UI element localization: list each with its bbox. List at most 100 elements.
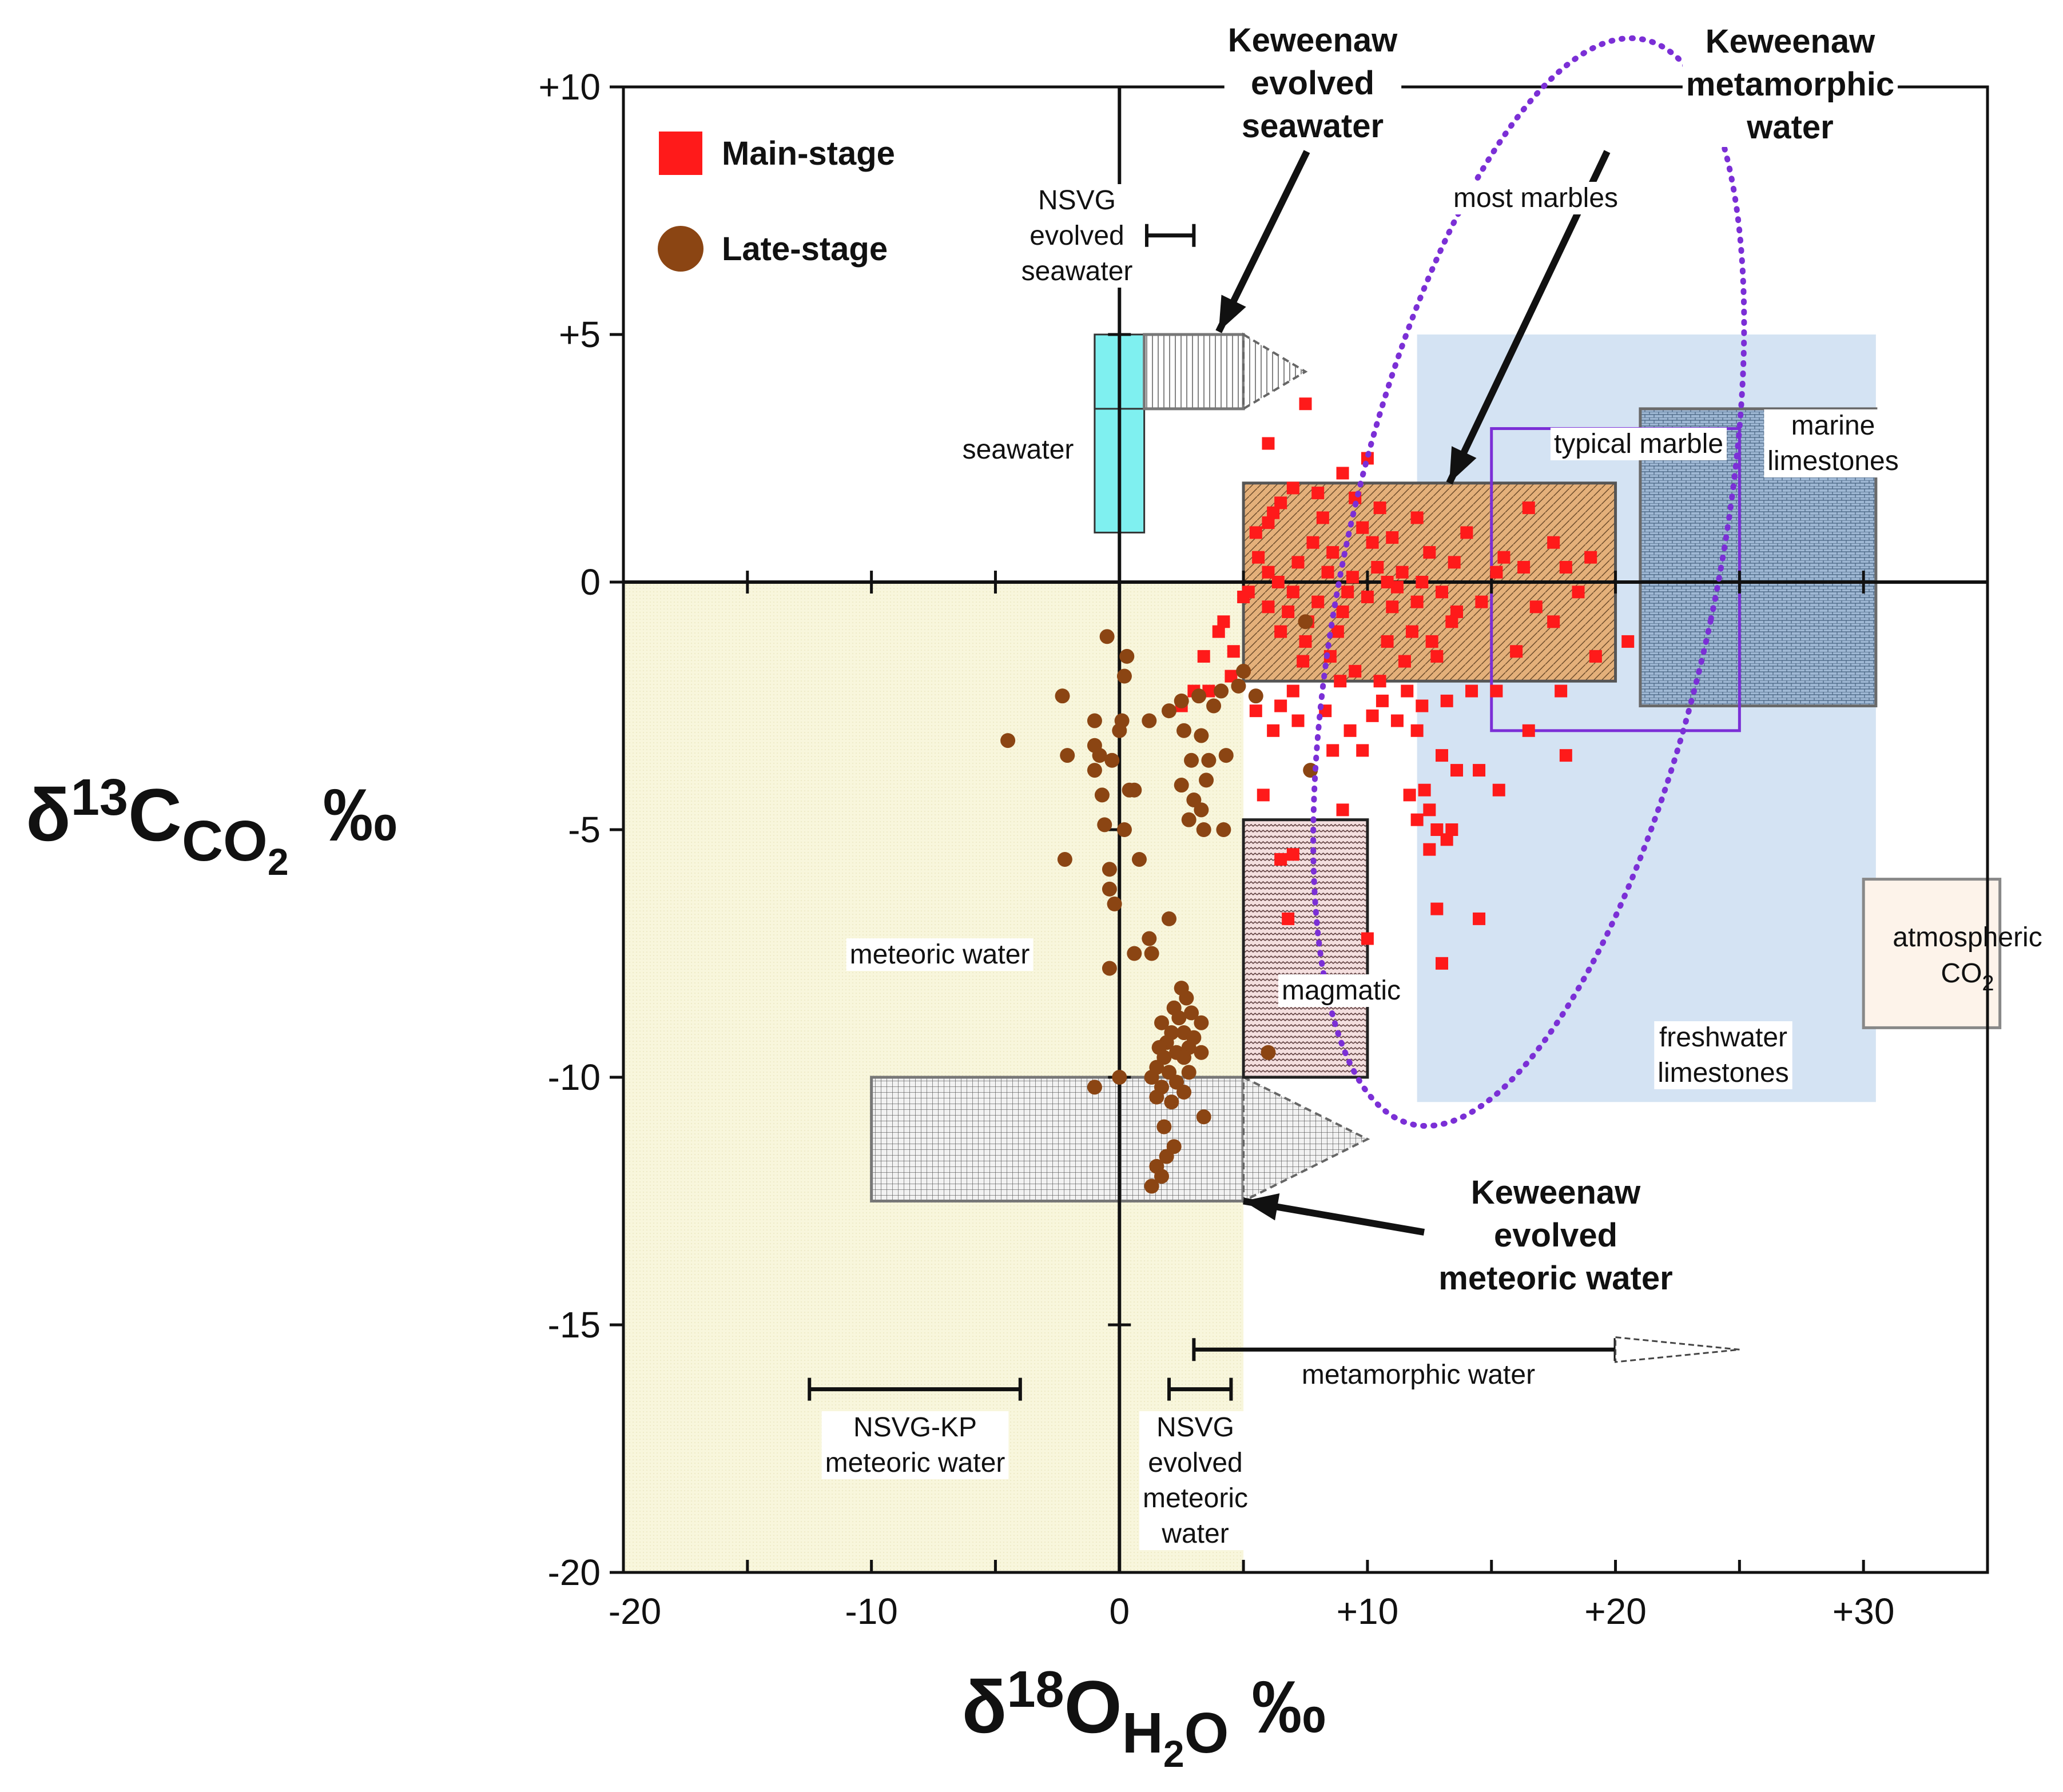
main-stage-point: [1517, 561, 1531, 574]
main-stage-point: [1267, 506, 1280, 519]
label-nsvg-evolved-meteoric-line: meteoric: [1143, 1483, 1248, 1514]
label-nsvg-evolved-seawater-line: NSVG: [1038, 185, 1116, 216]
main-stage-point: [1282, 605, 1295, 618]
label-meteoric-water: meteoric water: [846, 938, 1034, 971]
main-stage-point: [1436, 749, 1448, 762]
main-stage-point: [1430, 902, 1444, 915]
label-most-marbles-line: most marbles: [1453, 183, 1618, 213]
main-stage-point: [1271, 576, 1285, 588]
x-tick-label: 0: [1109, 1591, 1130, 1632]
late-stage-point: [1144, 1070, 1159, 1085]
label-most-marbles-bg: [1449, 182, 1622, 214]
main-stage-point: [1559, 749, 1572, 762]
main-stage-point: [1373, 501, 1386, 515]
label-co2-sub: 2: [1982, 971, 1994, 995]
late-stage-point: [1116, 668, 1132, 684]
label-keweenaw-metamorphic-water: Keweenaw metamorphic water: [1682, 22, 1898, 147]
main-stage-point: [1306, 536, 1319, 549]
main-stage-point: [1262, 516, 1275, 529]
main-stage-point: [1465, 684, 1478, 698]
x-tick-label: +10: [1337, 1591, 1399, 1632]
label-magmatic-line: magmatic: [1282, 975, 1401, 1006]
main-stage-point: [1356, 521, 1369, 534]
main-stage-point: [1249, 526, 1262, 539]
label-keweenaw-evolved-meteoric: Keweenaw evolved meteoric water: [1438, 1174, 1672, 1297]
main-stage-point: [1445, 823, 1458, 836]
main-stage-point: [1373, 675, 1386, 688]
label-keweenaw-evolved-meteoric-text: Keweenaw evolved meteoric water: [1438, 1174, 1672, 1297]
y-tick-label: +5: [559, 314, 601, 355]
most-marbles-ellipse: [1310, 35, 1747, 1129]
label-nsvg-evolved-seawater-bg: [1017, 184, 1136, 288]
main-stage-point: [1416, 699, 1429, 712]
metamorphic-water-arrow-head: [1449, 446, 1477, 483]
late-stage-point: [1248, 688, 1263, 704]
y-tick-labels: -20 -15 -10 -5 0 +5 +10: [538, 66, 601, 1593]
label-freshwater-limestones-bg: [1654, 1021, 1792, 1089]
main-stage-point: [1436, 586, 1448, 599]
label-marine-limestones: marine limestones: [1764, 409, 1902, 477]
main-stage-point: [1341, 586, 1354, 599]
main-stage-point: [1217, 615, 1230, 628]
late-stage-point: [1114, 713, 1130, 728]
label-keweenaw-evolved-seawater-bg: [1224, 21, 1402, 146]
main-stage-point: [1291, 714, 1305, 727]
late-stage-point: [1149, 1089, 1164, 1105]
label-magmatic-text: magmatic: [1282, 975, 1401, 1006]
evolved-meteoric-arrow-head: [1243, 1193, 1280, 1221]
main-stage-point: [1336, 803, 1349, 817]
main-stage-point: [1522, 724, 1535, 737]
label-atmospheric-co2-line1: atmospheric: [1893, 922, 2042, 953]
late-stage-point: [1144, 1178, 1159, 1194]
main-stage-point: [1386, 600, 1399, 614]
main-stage-point: [1572, 586, 1585, 599]
late-stage-point: [1298, 614, 1313, 630]
main-stage-points: [1175, 397, 1635, 970]
main-stage-point: [1497, 551, 1511, 564]
label-keweenaw-metamorphic-water-line: metamorphic: [1686, 66, 1894, 103]
legend: Main-stage Late-stage: [658, 132, 895, 272]
main-stage-point: [1197, 650, 1210, 663]
late-stage-point: [1102, 862, 1117, 877]
main-stage-point: [1311, 595, 1325, 608]
label-most-marbles: most marbles: [1449, 182, 1622, 214]
label-nsvg-kp-meteoric-bg: [821, 1411, 1009, 1479]
main-stage-point: [1448, 556, 1461, 569]
late-stage-point: [1191, 688, 1207, 704]
label-nsvg-evolved-seawater-text: NSVG evolved seawater: [1021, 185, 1133, 286]
main-stage-point: [1286, 848, 1299, 861]
main-stage-point: [1291, 556, 1305, 569]
label-freshwater-limestones-line: limestones: [1657, 1058, 1788, 1088]
late-stage-point: [1181, 812, 1197, 827]
main-stage-point: [1430, 650, 1444, 663]
late-stage-point: [1154, 1169, 1169, 1184]
main-stage-point: [1381, 635, 1394, 648]
late-stage-point: [1201, 752, 1217, 768]
x-axis-title: δ18OH2O ‰: [962, 1661, 1326, 1775]
main-stage-point: [1410, 511, 1424, 524]
evolved-seawater-arrow-head: [1218, 294, 1246, 332]
late-stage-point: [1087, 713, 1102, 728]
main-stage-point: [1282, 912, 1295, 925]
main-stage-point: [1343, 724, 1357, 737]
late-stage-point: [1107, 896, 1122, 911]
late-stage-point: [1060, 748, 1075, 763]
label-nsvg-evolved-seawater-line: evolved: [1029, 221, 1124, 251]
main-stage-point: [1398, 655, 1411, 668]
main-stage-point: [1321, 566, 1334, 579]
label-keweenaw-evolved-meteoric-line: meteoric water: [1438, 1260, 1672, 1297]
main-stage-point: [1405, 625, 1418, 638]
late-stage-point: [1156, 1119, 1172, 1134]
label-nsvg-kp-meteoric-text: NSVG-KP meteoric water: [825, 1412, 1005, 1478]
label-typical-marble-text: typical marble: [1554, 429, 1723, 459]
label-keweenaw-evolved-seawater-line: Keweenaw: [1228, 22, 1398, 59]
label-nsvg-kp-meteoric: NSVG-KP meteoric water: [821, 1411, 1009, 1479]
late-stage-point: [1104, 752, 1120, 768]
main-stage-point: [1436, 957, 1448, 970]
late-stage-point: [1122, 782, 1137, 798]
main-stage-point: [1410, 724, 1424, 737]
label-most-marbles-text: most marbles: [1453, 183, 1618, 213]
label-meteoric-water-text: meteoric water: [850, 939, 1030, 970]
main-stage-point: [1401, 684, 1414, 698]
label-marine-limestones-bg: [1764, 409, 1902, 477]
